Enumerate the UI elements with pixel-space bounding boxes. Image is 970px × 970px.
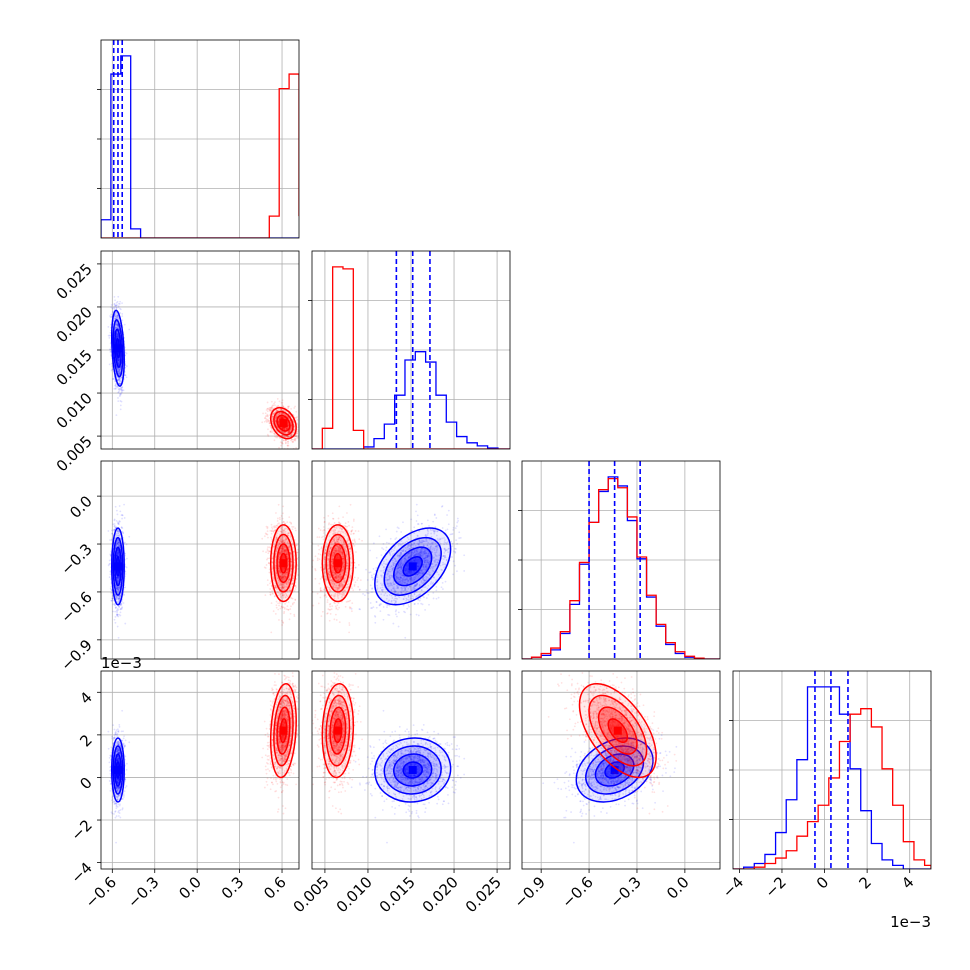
xtick-label-2-0: −0.9 [510, 873, 548, 911]
panel-2-2 [518, 461, 720, 659]
hist-red-1 [312, 266, 510, 449]
xtick-label-3-1: −2 [761, 873, 789, 901]
xtick-label-2-2: −0.3 [606, 873, 644, 911]
ytick-label-1-4: 0.025 [53, 260, 96, 303]
panel-0-0 [97, 40, 299, 238]
scatter-2-0 [107, 503, 299, 639]
labels-layer: −0.6 −0.3 0.0 0.3 0.6 0.005 0.010 0.015 0.020 0.0… [53, 260, 931, 931]
panel-frame-3-0 [100, 670, 300, 870]
panel-frame-3-3 [732, 670, 932, 870]
xtick-label-3-3: 2 [855, 873, 874, 892]
ytick-label-3-2: 0 [76, 774, 95, 793]
panel-3-0 [101, 671, 299, 869]
xtick-label-2-1: −0.6 [558, 873, 596, 911]
hist-blue-0 [101, 55, 299, 238]
ytick-label-2-2: −0.3 [57, 540, 95, 578]
offset-label-x-3: 1e−3 [890, 913, 931, 931]
ytick-label-2-0: −0.9 [57, 636, 95, 674]
ytick-label-1-3: 0.020 [53, 303, 96, 346]
xtick-label-0-4: 0.6 [260, 873, 290, 903]
density-peak-0-2-1 [408, 562, 417, 571]
panel-frame-2-2 [521, 460, 721, 660]
ytick-label-1-1: 0.010 [53, 389, 96, 432]
density-peak-1-1-0 [279, 419, 288, 428]
ytick-label-1-2: 0.015 [53, 346, 96, 389]
panel-1-1 [308, 251, 510, 449]
density-peak-0-1-0 [113, 344, 122, 353]
density-peak-0-3-2 [610, 766, 619, 774]
xtick-label-1-3: 0.020 [419, 873, 462, 916]
scatter-3-1 [312, 672, 466, 844]
hist-red-0 [101, 73, 299, 238]
offset-label-y-3: 1e−3 [101, 654, 142, 672]
ytick-label-3-3: 2 [76, 731, 95, 750]
xtick-label-3-4: 4 [898, 873, 917, 892]
ytick-label-2-1: −0.6 [57, 588, 95, 626]
scatter-3-2 [542, 672, 678, 844]
density-peak-0-2-0 [113, 562, 122, 571]
panels-layer [97, 39, 932, 873]
xtick-label-2-3: 0.0 [663, 873, 693, 903]
panel-1-0 [101, 251, 299, 449]
xtick-label-3-0: −4 [719, 873, 747, 901]
panel-frame-2-1 [311, 460, 511, 660]
points-0-2-1 [344, 503, 466, 639]
xtick-label-0-3: 0.3 [218, 873, 248, 903]
density-peak-1-2-0 [279, 559, 288, 568]
ytick-label-3-4: 4 [76, 688, 95, 707]
xtick-label-1-1: 0.010 [333, 873, 376, 916]
density-peak-1-3-0 [279, 726, 288, 735]
scatter-1-0 [107, 295, 299, 449]
density-peak-1-3-1 [333, 726, 342, 735]
panel-3-3 [729, 671, 931, 869]
xtick-label-0-2: 0.0 [175, 873, 205, 903]
xtick-label-3-2: 0 [813, 873, 832, 892]
panel-frame-1-1 [311, 250, 511, 450]
hist-blue-3 [733, 686, 931, 869]
density-peak-0-3-1 [408, 766, 417, 774]
xtick-label-0-1: −0.3 [124, 873, 162, 911]
scatter-2-1 [312, 503, 466, 639]
xtick-label-1-4: 0.025 [462, 873, 505, 916]
panel-frame-3-2 [521, 670, 721, 870]
panel-frame-2-0 [100, 460, 300, 660]
ytick-label-1-0: 0.005 [53, 432, 96, 475]
panel-frame-0-0 [100, 39, 300, 239]
xtick-label-1-0: 0.005 [290, 873, 333, 916]
density-peak-0-3-0 [113, 766, 122, 774]
ytick-label-2-3: 0.0 [66, 492, 96, 522]
hist-red-2 [522, 478, 720, 659]
xtick-label-1-2: 0.015 [376, 873, 419, 916]
density-peak-1-3-2 [613, 726, 622, 735]
panel-3-2 [522, 671, 720, 869]
density-peak-1-2-1 [333, 559, 342, 568]
hist-red-3 [733, 708, 931, 869]
ytick-label-3-1: −2 [67, 816, 95, 844]
scatter-3-0 [107, 672, 299, 844]
hist-blue-2 [522, 476, 720, 659]
panel-2-0 [101, 461, 299, 659]
ytick-label-3-0: −4 [67, 859, 95, 887]
